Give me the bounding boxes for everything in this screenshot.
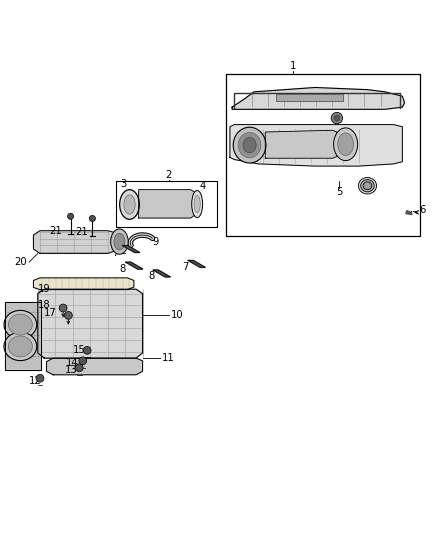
- Text: 10: 10: [171, 310, 184, 319]
- Circle shape: [67, 213, 74, 220]
- Polygon shape: [406, 211, 412, 215]
- Ellipse shape: [111, 229, 128, 254]
- Polygon shape: [153, 270, 170, 277]
- Circle shape: [334, 115, 340, 121]
- Circle shape: [79, 357, 87, 365]
- Ellipse shape: [114, 233, 125, 250]
- Text: 5: 5: [336, 187, 342, 197]
- Text: 2: 2: [166, 170, 172, 180]
- Ellipse shape: [238, 133, 261, 158]
- Polygon shape: [230, 125, 403, 166]
- Polygon shape: [232, 87, 405, 109]
- Polygon shape: [126, 262, 143, 269]
- Text: 3: 3: [120, 180, 126, 189]
- Text: 13: 13: [64, 366, 77, 375]
- Text: 14: 14: [66, 358, 78, 368]
- Circle shape: [36, 374, 44, 382]
- Polygon shape: [33, 231, 119, 253]
- Bar: [226, 75, 420, 236]
- Ellipse shape: [363, 182, 372, 190]
- Circle shape: [75, 364, 83, 372]
- Text: 16: 16: [9, 322, 21, 333]
- Text: 11: 11: [162, 353, 175, 363]
- Text: 1: 1: [290, 61, 297, 71]
- Text: 18: 18: [38, 301, 51, 310]
- Text: 19: 19: [38, 284, 51, 294]
- Text: 8: 8: [148, 271, 155, 281]
- Polygon shape: [46, 358, 143, 375]
- Ellipse shape: [334, 128, 357, 160]
- Circle shape: [64, 311, 72, 319]
- Text: 21: 21: [49, 225, 62, 236]
- Text: 4: 4: [199, 181, 205, 191]
- Text: 17: 17: [44, 308, 57, 318]
- Text: 9: 9: [152, 237, 159, 247]
- Bar: [117, 181, 217, 227]
- Ellipse shape: [338, 133, 353, 156]
- Ellipse shape: [194, 195, 200, 213]
- Polygon shape: [5, 302, 41, 370]
- Text: 6: 6: [419, 205, 425, 215]
- Ellipse shape: [8, 336, 32, 357]
- Text: 7: 7: [112, 248, 119, 259]
- Circle shape: [89, 215, 95, 222]
- Text: 15: 15: [73, 345, 86, 356]
- Polygon shape: [38, 289, 143, 358]
- Circle shape: [83, 346, 91, 354]
- Ellipse shape: [4, 332, 37, 361]
- Text: 12: 12: [29, 376, 42, 386]
- Text: 7: 7: [182, 262, 188, 271]
- Text: 21: 21: [75, 228, 88, 237]
- Ellipse shape: [233, 127, 266, 163]
- Ellipse shape: [192, 190, 203, 217]
- Polygon shape: [188, 261, 205, 268]
- Ellipse shape: [124, 195, 135, 214]
- Ellipse shape: [361, 180, 374, 192]
- Ellipse shape: [358, 177, 377, 194]
- Polygon shape: [33, 278, 134, 289]
- Circle shape: [59, 304, 67, 312]
- Polygon shape: [123, 246, 140, 253]
- Polygon shape: [265, 130, 337, 158]
- Ellipse shape: [8, 314, 32, 335]
- Text: 20: 20: [14, 257, 27, 267]
- Ellipse shape: [4, 310, 37, 339]
- Ellipse shape: [120, 190, 139, 220]
- Bar: [276, 94, 343, 101]
- Circle shape: [331, 112, 343, 124]
- Polygon shape: [139, 190, 195, 218]
- Text: 8: 8: [120, 264, 126, 273]
- Ellipse shape: [243, 138, 256, 153]
